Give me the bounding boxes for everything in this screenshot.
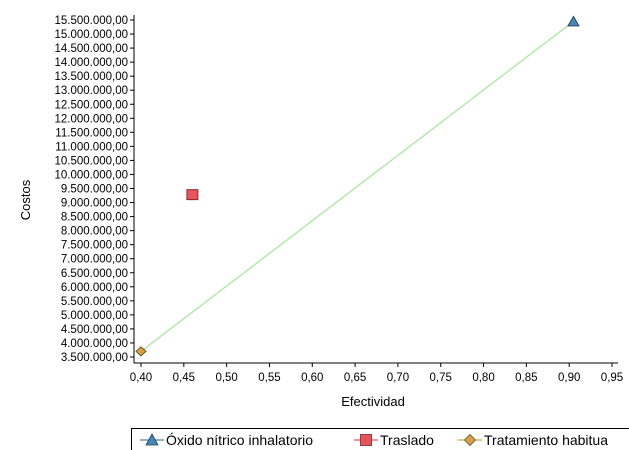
x-tick-label: 0,45 <box>173 372 195 384</box>
y-tick-label: 5.000.000,00 <box>61 310 128 322</box>
y-tick-label: 7.000.000,00 <box>61 254 128 266</box>
efficiency-frontier-line <box>141 21 573 351</box>
y-tick-label: 10.500.000,00 <box>54 155 128 167</box>
y-tick-label: 5.500.000,00 <box>61 296 128 308</box>
x-tick-label: 0,75 <box>430 372 452 384</box>
y-tick-label: 8.000.000,00 <box>61 226 128 238</box>
diamond-icon <box>458 431 482 449</box>
y-tick-label: 9.500.000,00 <box>61 184 128 196</box>
y-tick-label: 4.500.000,00 <box>61 324 128 336</box>
y-tick-label: 7.500.000,00 <box>61 240 128 252</box>
y-tick-label: 8.500.000,00 <box>61 212 128 224</box>
x-tick-label: 0,60 <box>301 372 323 384</box>
x-tick-label: 0,95 <box>601 372 623 384</box>
legend-label-traslado: Traslado <box>380 431 434 449</box>
x-tick-label: 0,70 <box>387 372 409 384</box>
legend: Óxido nítrico inhalatorio Traslado Trata… <box>131 428 629 450</box>
triangle-icon <box>140 431 164 449</box>
x-tick-label: 0,90 <box>558 372 580 384</box>
y-axis-ticks: 3.500.000,00 4.000.000,00 4.500.000,00 5.00… <box>54 15 134 364</box>
x-tick-label: 0,55 <box>258 372 280 384</box>
y-tick-label: 9.000.000,00 <box>61 198 128 210</box>
square-icon <box>354 431 378 449</box>
x-axis-title: Efectividad <box>341 394 405 409</box>
y-tick-label: 4.000.000,00 <box>61 338 128 350</box>
x-axis-ticks: 0,40 0,45 0,50 0,55 0,60 0,65 0,70 0,75 0,80 0,85… <box>130 363 623 384</box>
x-tick-label: 0,40 <box>130 372 152 384</box>
y-tick-label: 3.500.000,00 <box>61 352 128 364</box>
y-tick-label: 12.500.000,00 <box>54 99 128 111</box>
y-tick-label: 6.500.000,00 <box>61 268 128 280</box>
legend-label-tratamiento: Tratamiento habitua <box>484 431 608 449</box>
x-tick-label: 0,65 <box>344 372 366 384</box>
y-tick-label: 11.000.000,00 <box>55 141 128 153</box>
x-tick-label: 0,50 <box>215 372 237 384</box>
y-tick-label: 12.000.000,00 <box>54 113 128 125</box>
x-tick-label: 0,80 <box>472 372 494 384</box>
y-tick-label: 14.000.000,00 <box>54 57 128 69</box>
y-tick-label: 15.500.000,00 <box>54 15 128 27</box>
x-tick-label: 0,85 <box>515 372 537 384</box>
y-tick-label: 13.500.000,00 <box>54 71 128 83</box>
y-tick-label: 13.000.000,00 <box>54 85 128 97</box>
y-tick-label: 14.500.000,00 <box>54 43 128 55</box>
point-oxido-nitrico <box>568 16 579 26</box>
legend-label-oxido: Óxido nítrico inhalatorio <box>166 431 313 449</box>
y-tick-label: 10.000.000,00 <box>54 169 128 181</box>
y-tick-label: 6.000.000,00 <box>61 282 128 294</box>
y-tick-label: 15.000.000,00 <box>54 29 128 41</box>
point-traslado <box>187 190 198 200</box>
y-axis-title: Costos <box>18 179 33 220</box>
y-tick-label: 11.500.000,00 <box>55 127 128 139</box>
